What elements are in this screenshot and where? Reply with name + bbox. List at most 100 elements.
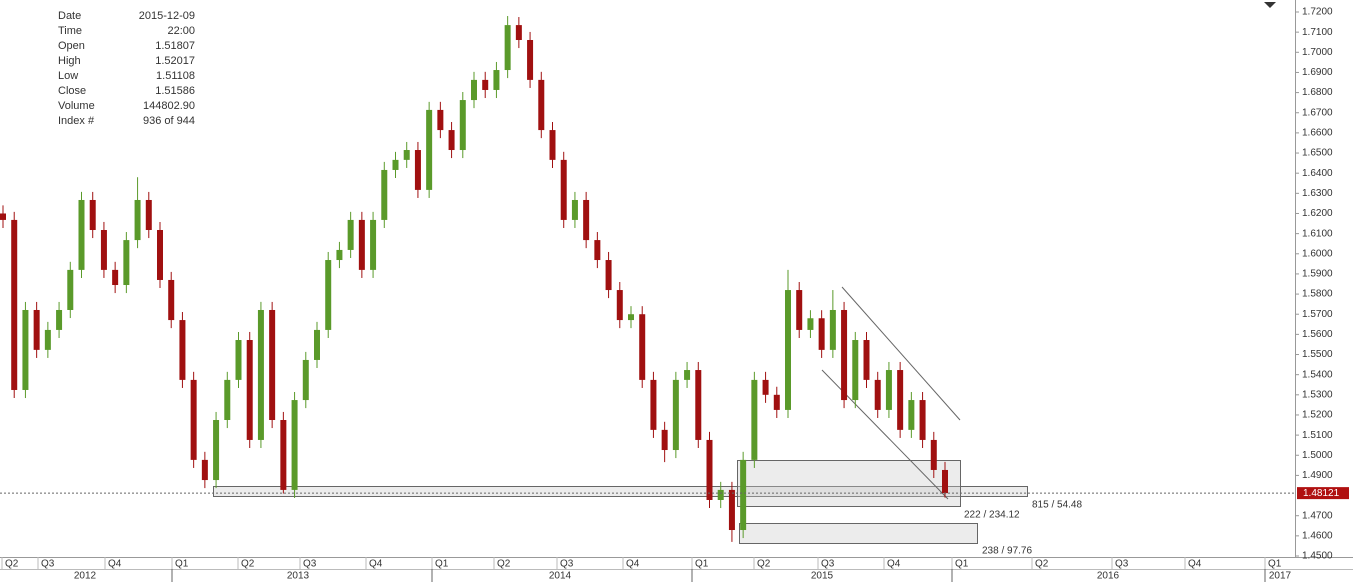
menu-arrow[interactable] (1264, 2, 1276, 8)
candle-body (841, 309, 848, 401)
candle-body (661, 429, 668, 451)
candle-body (459, 100, 466, 151)
y-tick-label: 1.6700 (1302, 107, 1333, 118)
candle-body (538, 79, 545, 131)
candle-body (190, 379, 197, 460)
candle-body (942, 469, 948, 494)
candle-body (67, 269, 74, 310)
candle-body (471, 79, 477, 101)
candle-body (235, 340, 242, 380)
y-tick-label: 1.7200 (1302, 7, 1333, 18)
candle-body (560, 159, 567, 220)
candle-body (213, 420, 220, 481)
y-tick-label: 1.5200 (1302, 410, 1333, 421)
candle-body (437, 109, 444, 131)
y-tick-label: 1.6100 (1302, 228, 1333, 239)
info-value: 1.52017 (155, 55, 195, 67)
candle-body (336, 249, 343, 261)
zone (737, 460, 961, 507)
candle-body (605, 260, 612, 291)
quarter-label: Q2 (1035, 559, 1049, 570)
candle-body (773, 394, 780, 410)
candle-body (78, 199, 85, 270)
info-panel: Date 2015-12-09 Time 22:00 Open 1.51807 High 1.… (58, 10, 195, 127)
candle-body (829, 309, 836, 350)
y-tick-label: 1.5100 (1302, 430, 1333, 441)
candle-body (482, 79, 489, 90)
zone (739, 523, 978, 544)
candle-body (257, 309, 264, 440)
y-tick-label: 1.6300 (1302, 188, 1333, 199)
candle-body (527, 40, 534, 80)
candle-body (325, 260, 332, 330)
candle-body (145, 199, 152, 231)
candle-body (291, 400, 298, 490)
year-label: 2016 (1097, 571, 1120, 582)
info-label: Volume (58, 100, 95, 112)
candle-body (179, 320, 186, 380)
candle-body (89, 199, 96, 231)
y-tick-label: 1.5700 (1302, 309, 1333, 320)
candle-body (100, 230, 107, 270)
y-tick-label: 1.5000 (1302, 450, 1333, 461)
info-label: Date (58, 10, 81, 22)
candle-body (44, 329, 51, 350)
candle-body (56, 309, 63, 330)
candle-body (885, 370, 892, 410)
y-tick-label: 1.5800 (1302, 289, 1333, 300)
quarter-label: Q2 (5, 559, 19, 570)
quarter-label: Q1 (955, 559, 969, 570)
candle-body (246, 340, 253, 440)
candle-body (919, 400, 926, 440)
quarter-label: Q3 (821, 559, 835, 570)
candle-body (863, 340, 870, 380)
candle-body (381, 169, 388, 220)
y-tick-label: 1.5600 (1302, 329, 1333, 340)
candle-body (504, 25, 511, 71)
zone-label: 815 / 54.48 (1032, 500, 1082, 511)
candle-body (897, 370, 904, 430)
candle-body (358, 219, 365, 270)
y-tick-label: 1.4600 (1302, 530, 1333, 541)
candle-body (740, 459, 747, 531)
candle-body (403, 150, 410, 160)
candle-body (807, 318, 814, 330)
trend-line (841, 286, 961, 421)
candle-body (515, 25, 522, 41)
candle-body (314, 329, 320, 360)
y-tick-label: 1.6400 (1302, 168, 1333, 179)
y-tick-label: 1.7000 (1302, 47, 1333, 58)
info-label: Index # (58, 115, 95, 127)
y-tick-label: 1.5400 (1302, 369, 1333, 380)
candle-body (22, 309, 29, 390)
candle-body (639, 314, 646, 380)
quarter-label: Q4 (887, 559, 901, 570)
y-tick-label: 1.6500 (1302, 148, 1333, 159)
candle-body (370, 219, 377, 270)
candle-body (571, 199, 578, 220)
candle-body (695, 370, 702, 440)
quarter-label: Q4 (626, 559, 640, 570)
quarter-label: Q3 (41, 559, 55, 570)
candle-body (112, 269, 119, 286)
y-tick-label: 1.5900 (1302, 269, 1333, 280)
candle-body (302, 359, 309, 401)
candle-body (448, 130, 455, 151)
info-value: 2015-12-09 (139, 10, 195, 22)
y-tick-label: 1.6900 (1302, 67, 1333, 78)
candle-body (134, 199, 141, 241)
candle-body (201, 459, 208, 481)
candle-body (684, 370, 691, 380)
quarter-label: Q1 (175, 559, 189, 570)
candle-body (157, 230, 163, 280)
info-label: Low (58, 70, 78, 82)
candle-body (549, 130, 556, 160)
y-tick-label: 1.6000 (1302, 248, 1333, 259)
y-tick-label: 1.6800 (1302, 87, 1333, 98)
candle-body (706, 439, 713, 500)
candle-body (583, 199, 590, 241)
info-value: 1.51586 (155, 85, 195, 97)
candle-body (11, 219, 18, 390)
candle-body (594, 240, 601, 261)
